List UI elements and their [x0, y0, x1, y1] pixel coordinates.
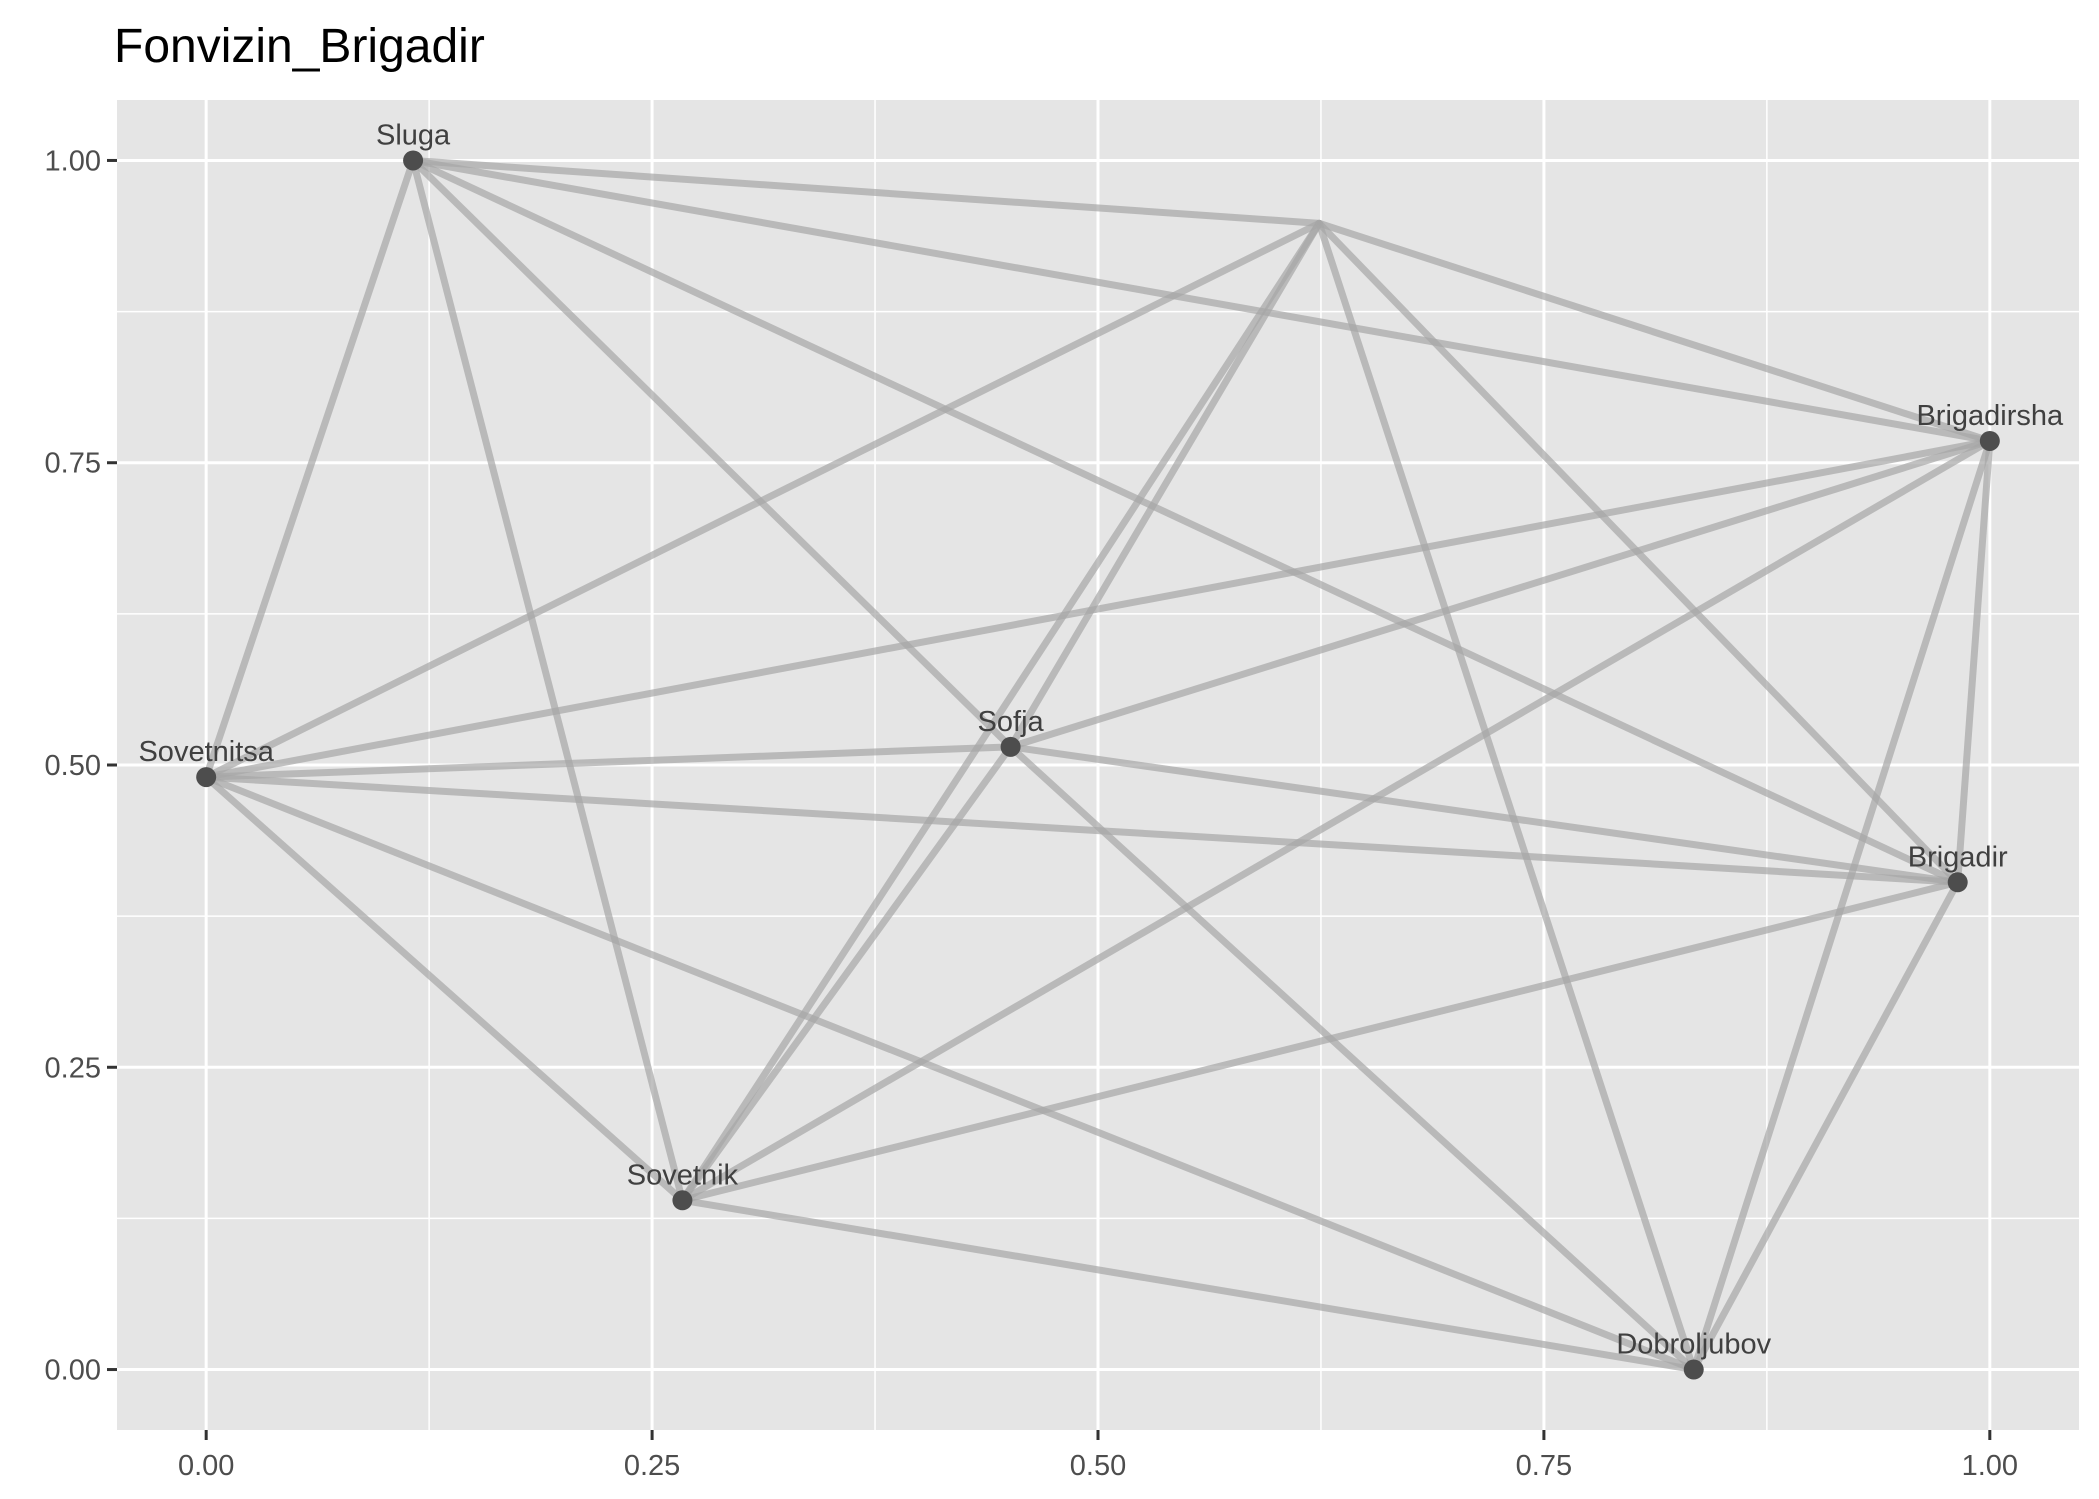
node-dobroljubov	[1683, 1359, 1704, 1380]
node-brigadir	[1947, 872, 1968, 893]
node-sovetnik	[672, 1190, 693, 1211]
x-axis: 0.00 0.25 0.50 0.75 1.00	[178, 1430, 2018, 1482]
y-tick-label: 0.00	[45, 1355, 101, 1387]
y-tick-label: 0.25	[45, 1052, 101, 1084]
edge-sovetnitsa-sofja	[202, 743, 1015, 781]
edge-sluga-brigadir	[409, 156, 1962, 886]
node-sovetnitsa	[196, 767, 217, 788]
node-brigadirsha	[1979, 430, 2000, 451]
node-label-sovetnik: Sovetnik	[627, 1159, 739, 1191]
edge-sofja-dobroljubov	[1007, 743, 1698, 1374]
edge-unlabeled-dobroljubov	[1315, 219, 1698, 1374]
edge-sovetnitsa-sovetnik	[202, 773, 686, 1204]
y-tick-label: 0.50	[45, 750, 101, 782]
x-tick-label: 0.75	[1516, 1450, 1572, 1482]
edge-brigadirsha-sovetnitsa	[202, 437, 1994, 781]
edge-sovetnik-dobroljubov	[678, 1196, 1698, 1374]
node-label-sovetnitsa: Sovetnitsa	[138, 736, 274, 768]
edge-brigadirsha-sofja	[1007, 437, 1994, 751]
x-tick-label: 0.00	[178, 1450, 234, 1482]
network-nodes	[196, 150, 2000, 1380]
edge-sofja-sovetnik	[678, 743, 1015, 1204]
edge-brigadir-dobroljubov	[1690, 878, 1962, 1374]
node-label-sluga: Sluga	[376, 119, 451, 151]
x-tick-label: 1.00	[1962, 1450, 2018, 1482]
edge-sovetnik-brigadir	[678, 878, 1962, 1204]
y-tick-label: 0.75	[45, 448, 101, 480]
network-edges	[202, 156, 1994, 1374]
edge-sluga-sofja	[409, 156, 1015, 751]
edge-unlabeled-brigadirsha	[1315, 219, 1994, 445]
node-unlabeled	[1317, 221, 1322, 226]
node-label-sofja: Sofja	[978, 706, 1045, 738]
edge-brigadirsha-dobroljubov	[1690, 437, 1994, 1374]
chart-title: Fonvizin_Brigadir	[114, 20, 485, 73]
edge-sovetnitsa-brigadir	[202, 773, 1962, 886]
edge-sluga-sovetnik	[409, 156, 686, 1204]
edge-sluga-brigadirsha	[409, 156, 1994, 445]
edge-brigadirsha-brigadir	[1954, 437, 1994, 886]
edge-sluga-unlabeled	[409, 156, 1323, 227]
edge-sofja-brigadir	[1007, 743, 1962, 886]
edge-unlabeled-sovetnitsa	[202, 219, 1323, 781]
edge-brigadirsha-sovetnik	[678, 437, 1994, 1204]
node-sofja	[1000, 736, 1021, 757]
node-label-brigadirsha: Brigadirsha	[1916, 400, 2064, 432]
node-label-dobroljubov: Dobroljubov	[1616, 1329, 1771, 1361]
node-labels: Sluga Brigadirsha Sovetnitsa Sofja Brigadir S…	[138, 119, 2064, 1360]
x-tick-label: 0.50	[1070, 1450, 1126, 1482]
y-tick-label: 1.00	[45, 145, 101, 177]
edge-unlabeled-sovetnik	[678, 219, 1323, 1204]
edge-sluga-sovetnitsa	[202, 156, 417, 781]
edge-sovetnitsa-dobroljubov	[202, 773, 1698, 1374]
node-label-brigadir: Brigadir	[1908, 841, 2008, 873]
node-sluga	[403, 150, 424, 171]
edge-unlabeled-sofja	[1007, 219, 1323, 751]
x-tick-label: 0.25	[624, 1450, 680, 1482]
y-axis: 0.00 0.25 0.50 0.75 1.00	[45, 145, 117, 1387]
